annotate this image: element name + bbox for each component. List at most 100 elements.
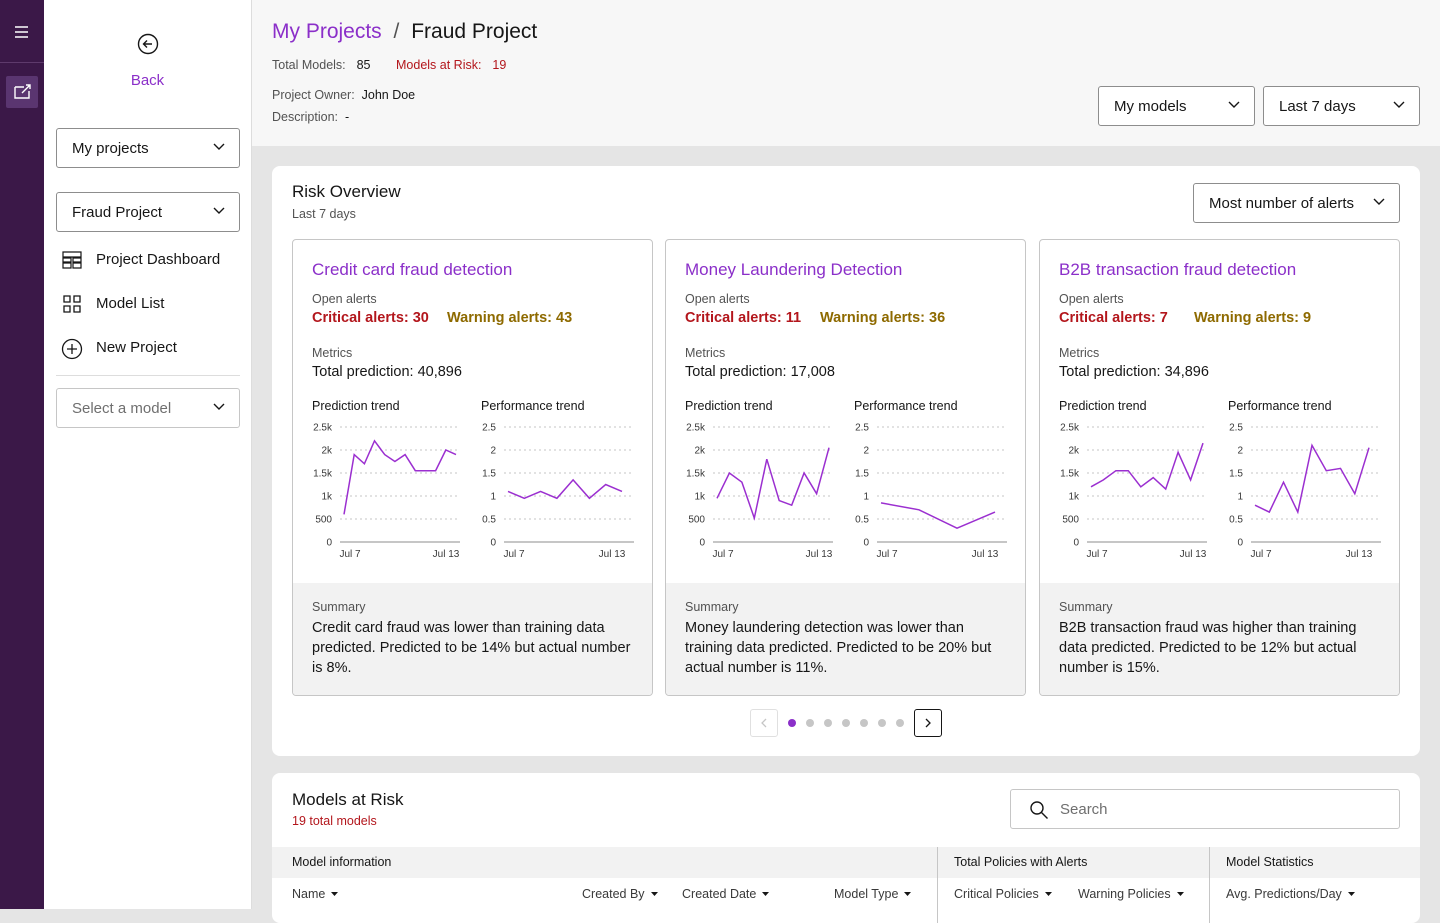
critical-alerts: Critical alerts: 11	[685, 310, 802, 326]
column-header[interactable]: Created Date	[682, 887, 774, 901]
section-subtitle: Last 7 days	[292, 207, 356, 221]
column-header[interactable]: Model Type	[834, 887, 916, 901]
trend-charts: Prediction trend 0 500 1k 1.5k 2k 2.5k Jul 7 Jul…	[312, 400, 634, 560]
y-tick-label: 1	[863, 492, 869, 503]
y-tick-label: 0	[699, 538, 705, 549]
y-tick-label: 1.5k	[1060, 469, 1080, 480]
trend-line	[880, 502, 996, 530]
select-label: Select a model	[72, 400, 172, 417]
page-dot[interactable]	[788, 719, 796, 727]
x-tick-label: Jul 13	[599, 549, 626, 560]
y-tick-label: 0.5	[1229, 515, 1243, 526]
breadcrumb-link[interactable]: My Projects	[272, 20, 382, 43]
next-button[interactable]	[914, 709, 942, 737]
model-card[interactable]: Money Laundering Detection Open alerts Cri…	[665, 239, 1026, 696]
nav-item[interactable]: New Project	[96, 339, 177, 356]
dashboard-icon	[62, 251, 82, 269]
label: Summary	[1059, 600, 1113, 614]
summary-text: B2B transaction fraud was higher than tr…	[1059, 620, 1357, 676]
chart-title: Performance trend	[854, 400, 958, 413]
page-dot[interactable]	[824, 719, 832, 727]
app-icon[interactable]	[6, 76, 38, 108]
x-tick-label: Jul 13	[1180, 549, 1207, 560]
x-tick-label: Jul 7	[339, 549, 361, 560]
list-icon	[63, 295, 81, 313]
page-dot[interactable]	[842, 719, 850, 727]
y-tick-label: 2k	[1068, 446, 1080, 457]
column-label: Name	[292, 887, 326, 901]
value: 19	[492, 58, 507, 72]
search-input[interactable]: Search	[1010, 789, 1400, 829]
page-dot[interactable]	[806, 719, 814, 727]
column-header[interactable]: Warning Policies	[1078, 887, 1189, 901]
nav-item[interactable]: Project Dashboard	[96, 251, 221, 268]
x-tick-label: Jul 13	[972, 549, 999, 560]
y-tick-label: 1.5	[855, 469, 869, 480]
y-tick-label: 2	[1237, 446, 1243, 457]
y-tick-label: 0.5	[482, 515, 496, 526]
y-tick-label: 0	[1073, 538, 1079, 549]
label: Total Models:	[272, 58, 346, 72]
chart-title: Performance trend	[1228, 400, 1332, 413]
column-header[interactable]: Created By	[582, 887, 663, 901]
filter-dropdown[interactable]: My models	[1098, 86, 1255, 126]
summary-text: Credit card fraud was lower than trainin…	[312, 620, 631, 676]
y-tick-label: 2.5k	[686, 423, 706, 434]
section-title: Risk Overview	[292, 182, 401, 201]
group-header: Model Statistics	[1226, 855, 1314, 869]
label: Description:	[272, 110, 338, 124]
column-header[interactable]: Avg. Predictions/Day	[1226, 887, 1360, 901]
model-card[interactable]: Credit card fraud detection Open alerts Cr…	[292, 239, 653, 696]
x-tick-label: Jul 7	[503, 549, 525, 560]
model-select[interactable]: Select a model	[56, 388, 240, 428]
y-tick-label: 1	[1237, 492, 1243, 503]
summary: Summary Credit card fraud was lower than …	[293, 583, 652, 695]
y-tick-label: 500	[1062, 515, 1079, 526]
project-select[interactable]: My projects	[56, 128, 240, 168]
y-tick-label: 0	[1237, 538, 1243, 549]
nav-item[interactable]: Model List	[96, 295, 165, 312]
x-tick-label: Jul 7	[712, 549, 734, 560]
back-icon[interactable]	[136, 33, 160, 57]
filter-dropdown[interactable]: Last 7 days	[1263, 86, 1420, 126]
sort-dropdown[interactable]: Most number of alerts	[1193, 183, 1400, 223]
warning-alerts: Warning alerts: 43	[447, 310, 573, 326]
page-dot[interactable]	[896, 719, 904, 727]
menu-icon[interactable]	[14, 26, 30, 38]
select-label: Fraud Project	[72, 204, 163, 221]
trend-line	[507, 478, 623, 500]
page-dot[interactable]	[860, 719, 868, 727]
y-tick-label: 0	[863, 538, 869, 549]
card-title: Credit card fraud detection	[312, 260, 513, 279]
x-tick-label: Jul 7	[876, 549, 898, 560]
dropdown-label: My models	[1114, 98, 1187, 115]
y-tick-label: 1	[490, 492, 496, 503]
label: Models at Risk:	[396, 58, 482, 72]
back-link[interactable]: Back	[130, 72, 165, 89]
y-tick-label: 1.5	[1229, 469, 1243, 480]
model-card[interactable]: B2B transaction fraud detection Open aler…	[1039, 239, 1400, 696]
app-rail	[0, 0, 44, 909]
column-header[interactable]: Name	[292, 887, 343, 901]
select-label: My projects	[72, 140, 149, 157]
column-label: Warning Policies	[1078, 887, 1171, 901]
column-label: Created Date	[682, 887, 757, 901]
prev-button[interactable]	[750, 709, 778, 737]
table-group-header	[272, 847, 1420, 878]
page-dot[interactable]	[878, 719, 886, 727]
total-prediction: Total prediction: 17,008	[685, 364, 835, 380]
search-placeholder: Search	[1060, 801, 1108, 818]
group-header: Total Policies with Alerts	[954, 855, 1088, 869]
group-header: Model information	[292, 855, 392, 869]
project-select[interactable]: Fraud Project	[56, 192, 240, 232]
x-tick-label: Jul 13	[806, 549, 833, 560]
critical-alerts: Critical alerts: 7	[1059, 310, 1168, 326]
side-nav: Back My projects Fraud Project Project D…	[44, 0, 252, 909]
trend-charts: Prediction trend 0 500 1k 1.5k 2k 2.5k Jul 7 Jul…	[685, 400, 1007, 560]
y-tick-label: 0	[490, 538, 496, 549]
column-header[interactable]: Critical Policies	[954, 887, 1057, 901]
y-tick-label: 2k	[321, 446, 333, 457]
chart-title: Performance trend	[481, 400, 585, 413]
y-tick-label: 2	[863, 446, 869, 457]
